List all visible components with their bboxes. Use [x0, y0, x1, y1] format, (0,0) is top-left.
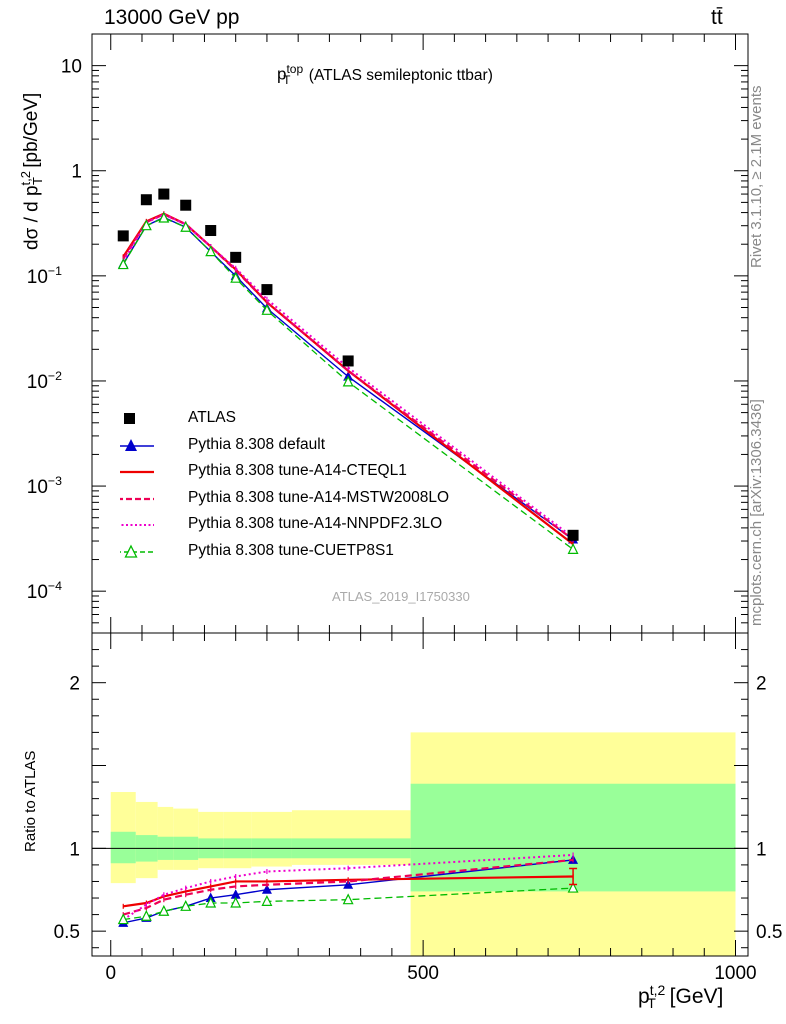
data-point-atlas	[230, 251, 242, 263]
data-point-cuetp8s1	[342, 893, 354, 905]
header-left: 13000 GeV pp	[104, 6, 240, 29]
data-point-atlas	[180, 199, 192, 211]
data-point-cuetp8s1	[567, 543, 579, 554]
legend-label: Pythia 8.308 default	[188, 435, 326, 453]
x-tick-label: 500	[407, 963, 439, 984]
data-point-cuetp8s1	[342, 375, 354, 387]
ratio-y-axis-label: Ratio to ATLAS	[22, 750, 39, 852]
y-tick-label: 10−2	[27, 369, 62, 393]
data-point-cuetp8s1	[180, 220, 192, 232]
rivet-version-label: Rivet 3.1.10, ≥ 2.1M events	[748, 85, 765, 269]
data-point-cuetp8s1	[261, 303, 273, 315]
data-point-atlas	[140, 194, 152, 206]
header-right: tt̄	[711, 6, 723, 29]
plot-title: ptopT (ATLAS semileptonic ttbar)	[277, 62, 493, 88]
data-point-atlas	[261, 284, 273, 296]
data-point-cuetp8s1	[230, 271, 242, 283]
y-tick-label: 10	[61, 57, 82, 78]
data-point-cuetp8s1	[261, 894, 273, 906]
mcplots-reference-label: mcplots.cern.ch [arXiv:1306.3436]	[748, 399, 765, 626]
data-point-cuetp8s1	[567, 881, 579, 893]
legend-label: ATLAS	[188, 409, 236, 426]
data-point-cuetp8s1	[158, 904, 170, 916]
legend-label: Pythia 8.308 tune-A14-MSTW2008LO	[188, 488, 450, 506]
ratio-panel-frame	[91, 632, 749, 957]
legend-symbol-cteql1	[120, 470, 154, 474]
data-point-atlas	[117, 230, 129, 242]
data-point-cuetp8s1	[117, 913, 129, 925]
ratio-y-tick-label: 0.5	[54, 922, 80, 943]
data-point-cuetp8s1	[180, 899, 192, 911]
data-point-cuetp8s1	[140, 219, 152, 231]
data-point-cuetp8s1	[140, 909, 152, 921]
data-point-atlas	[342, 355, 354, 367]
y-axis-label: dσ / d pt,2T [pb/GeV]	[18, 92, 46, 250]
data-point-atlas	[205, 225, 217, 237]
data-point-cuetp8s1	[230, 896, 242, 908]
legend-symbol-mstw	[120, 497, 154, 500]
data-point-default	[261, 884, 272, 894]
data-point-default	[343, 879, 354, 889]
analysis-watermark: ATLAS_2019_I1750330	[332, 589, 470, 604]
legend-label: Pythia 8.308 tune-A14-NNPDF2.3LO	[188, 515, 443, 532]
data-point-cuetp8s1	[205, 896, 217, 908]
uncertainty-band-inner	[110, 831, 136, 864]
ratio-y-tick-label-right: 2	[756, 674, 767, 695]
y-tick-label: 1	[71, 162, 82, 183]
legend-symbol-cuetp8s1	[120, 544, 154, 558]
ratio-y-tick-label: 1	[69, 839, 80, 860]
x-axis-label: pt,2T [GeV]	[638, 982, 724, 1012]
y-tick-label: 10−3	[27, 474, 62, 498]
data-point-cuetp8s1	[117, 258, 129, 270]
y-tick-label: 10−1	[27, 264, 62, 288]
data-point-atlas	[567, 529, 579, 541]
y-tick-label: 10−4	[27, 579, 62, 603]
legend-symbol-nnpdf	[120, 524, 154, 526]
ratio-y-tick-label-right: 1	[756, 839, 767, 860]
x-tick-label: 0	[105, 963, 116, 984]
legend-symbol-data	[124, 413, 135, 424]
data-point-cuetp8s1	[205, 245, 217, 257]
legend-symbol-default	[120, 438, 154, 451]
ratio-y-tick-label: 2	[69, 674, 80, 695]
data-point-cuetp8s1	[158, 211, 170, 223]
legend-label: Pythia 8.308 tune-CUETP8S1	[188, 541, 394, 559]
data-point-atlas	[158, 188, 170, 200]
x-tick-label: 1000	[714, 963, 756, 984]
ratio-y-tick-label-right: 0.5	[756, 922, 782, 943]
legend-label: Pythia 8.308 tune-A14-CTEQL1	[188, 462, 407, 479]
data-point-default	[230, 889, 241, 899]
